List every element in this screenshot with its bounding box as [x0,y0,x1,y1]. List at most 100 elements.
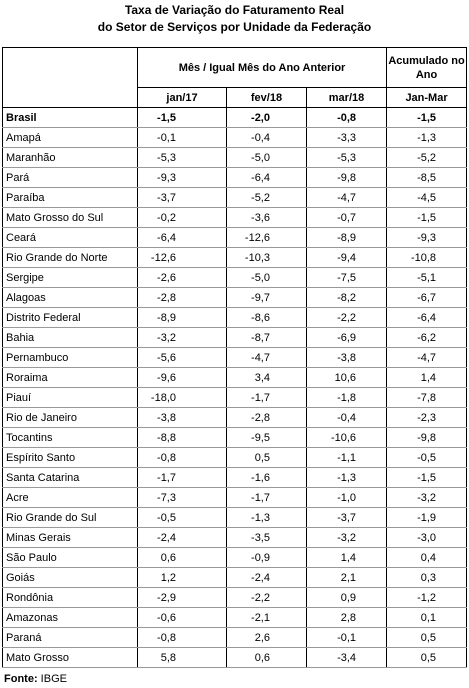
cell-value: -2,4 [226,567,307,588]
row-label: Pará [2,167,138,188]
cell-value: 1,2 [137,567,227,588]
cell-value: -8,8 [137,427,227,448]
cell-value: -2,4 [137,527,227,548]
cell-value: -3,2 [386,487,468,508]
cell-value: -12,6 [137,247,227,268]
cell-value: -8,9 [305,227,388,248]
cell-value: -2,8 [226,407,307,428]
cell-value: -2,9 [137,587,227,608]
cell-value: 2,6 [226,627,307,648]
cell-value: -3,6 [226,207,307,228]
row-label: Paraíba [2,187,138,208]
cell-value: -2,2 [226,587,307,608]
cell-value: 0,9 [305,587,388,608]
cell-value: -7,8 [386,387,468,408]
table-row: Alagoas -2,8 -9,7 -8,2 -6,7 [2,287,468,308]
cell-value: -10,3 [226,247,307,268]
footer-label: Fonte: [4,673,38,685]
cell-value: -1,2 [386,587,468,608]
cell-value: -1,7 [137,467,227,488]
table-row: Roraima -9,6 3,4 10,6 1,4 [2,367,468,388]
table-row: Amazonas -0,6 -2,1 2,8 0,1 [2,607,468,628]
table-row: Mato Grosso do Sul -0,2 -3,6 -0,7 -1,5 [2,207,468,228]
cell-value: -4,5 [386,187,468,208]
cell-value: -1,9 [386,507,468,528]
cell-value: -1,5 [386,207,468,228]
cell-value: -8,5 [386,167,468,188]
column-header: jan/17 [137,87,227,108]
row-label: Ceará [2,227,138,248]
row-label: Goiás [2,567,138,588]
row-label: Acre [2,487,138,508]
footer: Fonte: IBGE [4,673,67,685]
cell-value: -3,8 [305,347,388,368]
row-label: Santa Catarina [2,467,138,488]
cell-value: -4,7 [386,347,468,368]
cell-value: -9,5 [226,427,307,448]
cell-value: -6,4 [137,227,227,248]
row-label: Distrito Federal [2,307,138,328]
cell-value: -3,3 [305,127,388,148]
cell-value: -5,3 [137,147,227,168]
row-label: Rio de Janeiro [2,407,138,428]
row-label: Brasil [2,107,138,128]
cell-value: -2,2 [305,307,388,328]
table-row: Rondônia -2,9 -2,2 0,9 -1,2 [2,587,468,608]
accum-header: Acumulado no Ano [386,47,468,88]
cell-value: -9,8 [305,167,388,188]
cell-value: -1,7 [226,487,307,508]
cell-value: -9,8 [386,427,468,448]
table-row: São Paulo 0,6 -0,9 1,4 0,4 [2,547,468,568]
row-label: Amazonas [2,607,138,628]
cell-value: -0,8 [305,107,388,128]
row-label: Minas Gerais [2,527,138,548]
cell-value: -1,6 [226,467,307,488]
table-row: Minas Gerais -2,4 -3,5 -3,2 -3,0 [2,527,468,548]
cell-value: 0,6 [226,647,307,668]
cell-value: -2,1 [226,607,307,628]
row-label: São Paulo [2,547,138,568]
cell-value: -1,8 [305,387,388,408]
corner-cell [2,47,138,108]
table-row: Espírito Santo -0,8 0,5 -1,1 -0,5 [2,447,468,468]
table-row: Sergipe -2,6 -5,0 -7,5 -5,1 [2,267,468,288]
cell-value: -3,0 [386,527,468,548]
cell-value: -9,7 [226,287,307,308]
title: Taxa de Variação do Faturamento Real do … [0,2,469,36]
cell-value: -8,2 [305,287,388,308]
cell-value: -3,7 [305,507,388,528]
cell-value: -6,7 [386,287,468,308]
cell-value: -1,5 [137,107,227,128]
table-row: Piauí -18,0 -1,7 -1,8 -7,8 [2,387,468,408]
cell-value: -0,6 [137,607,227,628]
row-label: Rio Grande do Norte [2,247,138,268]
cell-value: -6,9 [305,327,388,348]
table-row: Mato Grosso 5,8 0,6 -3,4 0,5 [2,647,468,668]
table-row: Rio Grande do Norte -12,6 -10,3 -9,4 -10,8 [2,247,468,268]
table-row: Brasil -1,5 -2,0 -0,8 -1,5 [2,107,468,128]
column-header: mar/18 [305,87,388,108]
cell-value: -7,3 [137,487,227,508]
cell-value: -1,7 [226,387,307,408]
cell-value: -12,6 [226,227,307,248]
row-label: Sergipe [2,267,138,288]
cell-value: -5,0 [226,147,307,168]
cell-value: -1,5 [386,467,468,488]
cell-value: -8,9 [137,307,227,328]
cell-value: -10,8 [386,247,468,268]
cell-value: -0,9 [226,547,307,568]
cell-value: -3,8 [137,407,227,428]
cell-value: -5,1 [386,267,468,288]
cell-value: -3,5 [226,527,307,548]
cell-value: -5,3 [305,147,388,168]
cell-value: -5,2 [226,187,307,208]
table-row: Paraíba -3,7 -5,2 -4,7 -4,5 [2,187,468,208]
row-label: Pernambuco [2,347,138,368]
cell-value: 5,8 [137,647,227,668]
group-header: Mês / Igual Mês do Ano Anterior [136,47,388,88]
row-label: Paraná [2,627,138,648]
row-label: Piauí [2,387,138,408]
cell-value: -2,0 [226,107,307,128]
row-label: Bahia [2,327,138,348]
row-label: Amapá [2,127,138,148]
